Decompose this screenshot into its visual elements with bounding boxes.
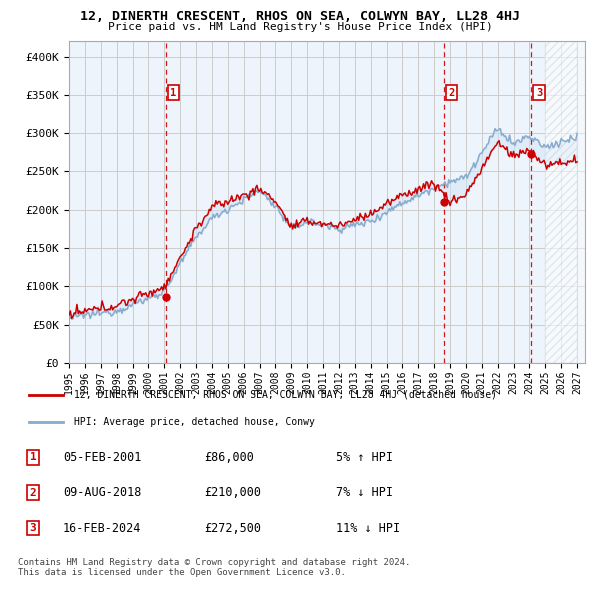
Text: Contains HM Land Registry data © Crown copyright and database right 2024.
This d: Contains HM Land Registry data © Crown c… (18, 558, 410, 577)
Text: HPI: Average price, detached house, Conwy: HPI: Average price, detached house, Conw… (74, 417, 315, 427)
Text: 05-FEB-2001: 05-FEB-2001 (63, 451, 142, 464)
Text: 2: 2 (449, 88, 455, 98)
Bar (545, 41, 585, 363)
Text: 16-FEB-2024: 16-FEB-2024 (63, 522, 142, 535)
Text: 3: 3 (29, 523, 37, 533)
Text: 5% ↑ HPI: 5% ↑ HPI (336, 451, 393, 464)
Text: £272,500: £272,500 (204, 522, 261, 535)
Text: 1: 1 (170, 88, 177, 98)
Text: 11% ↓ HPI: 11% ↓ HPI (336, 522, 400, 535)
Text: 3: 3 (536, 88, 542, 98)
Text: 09-AUG-2018: 09-AUG-2018 (63, 486, 142, 499)
Text: £210,000: £210,000 (204, 486, 261, 499)
Text: 1: 1 (29, 453, 37, 462)
Text: Price paid vs. HM Land Registry's House Price Index (HPI): Price paid vs. HM Land Registry's House … (107, 22, 493, 32)
Text: 12, DINERTH CRESCENT, RHOS ON SEA, COLWYN BAY, LL28 4HJ: 12, DINERTH CRESCENT, RHOS ON SEA, COLWY… (80, 10, 520, 23)
Text: 7% ↓ HPI: 7% ↓ HPI (336, 486, 393, 499)
Text: 12, DINERTH CRESCENT, RHOS ON SEA, COLWYN BAY, LL28 4HJ (detached house): 12, DINERTH CRESCENT, RHOS ON SEA, COLWY… (74, 390, 497, 400)
Text: 2: 2 (29, 488, 37, 497)
Text: £86,000: £86,000 (204, 451, 254, 464)
